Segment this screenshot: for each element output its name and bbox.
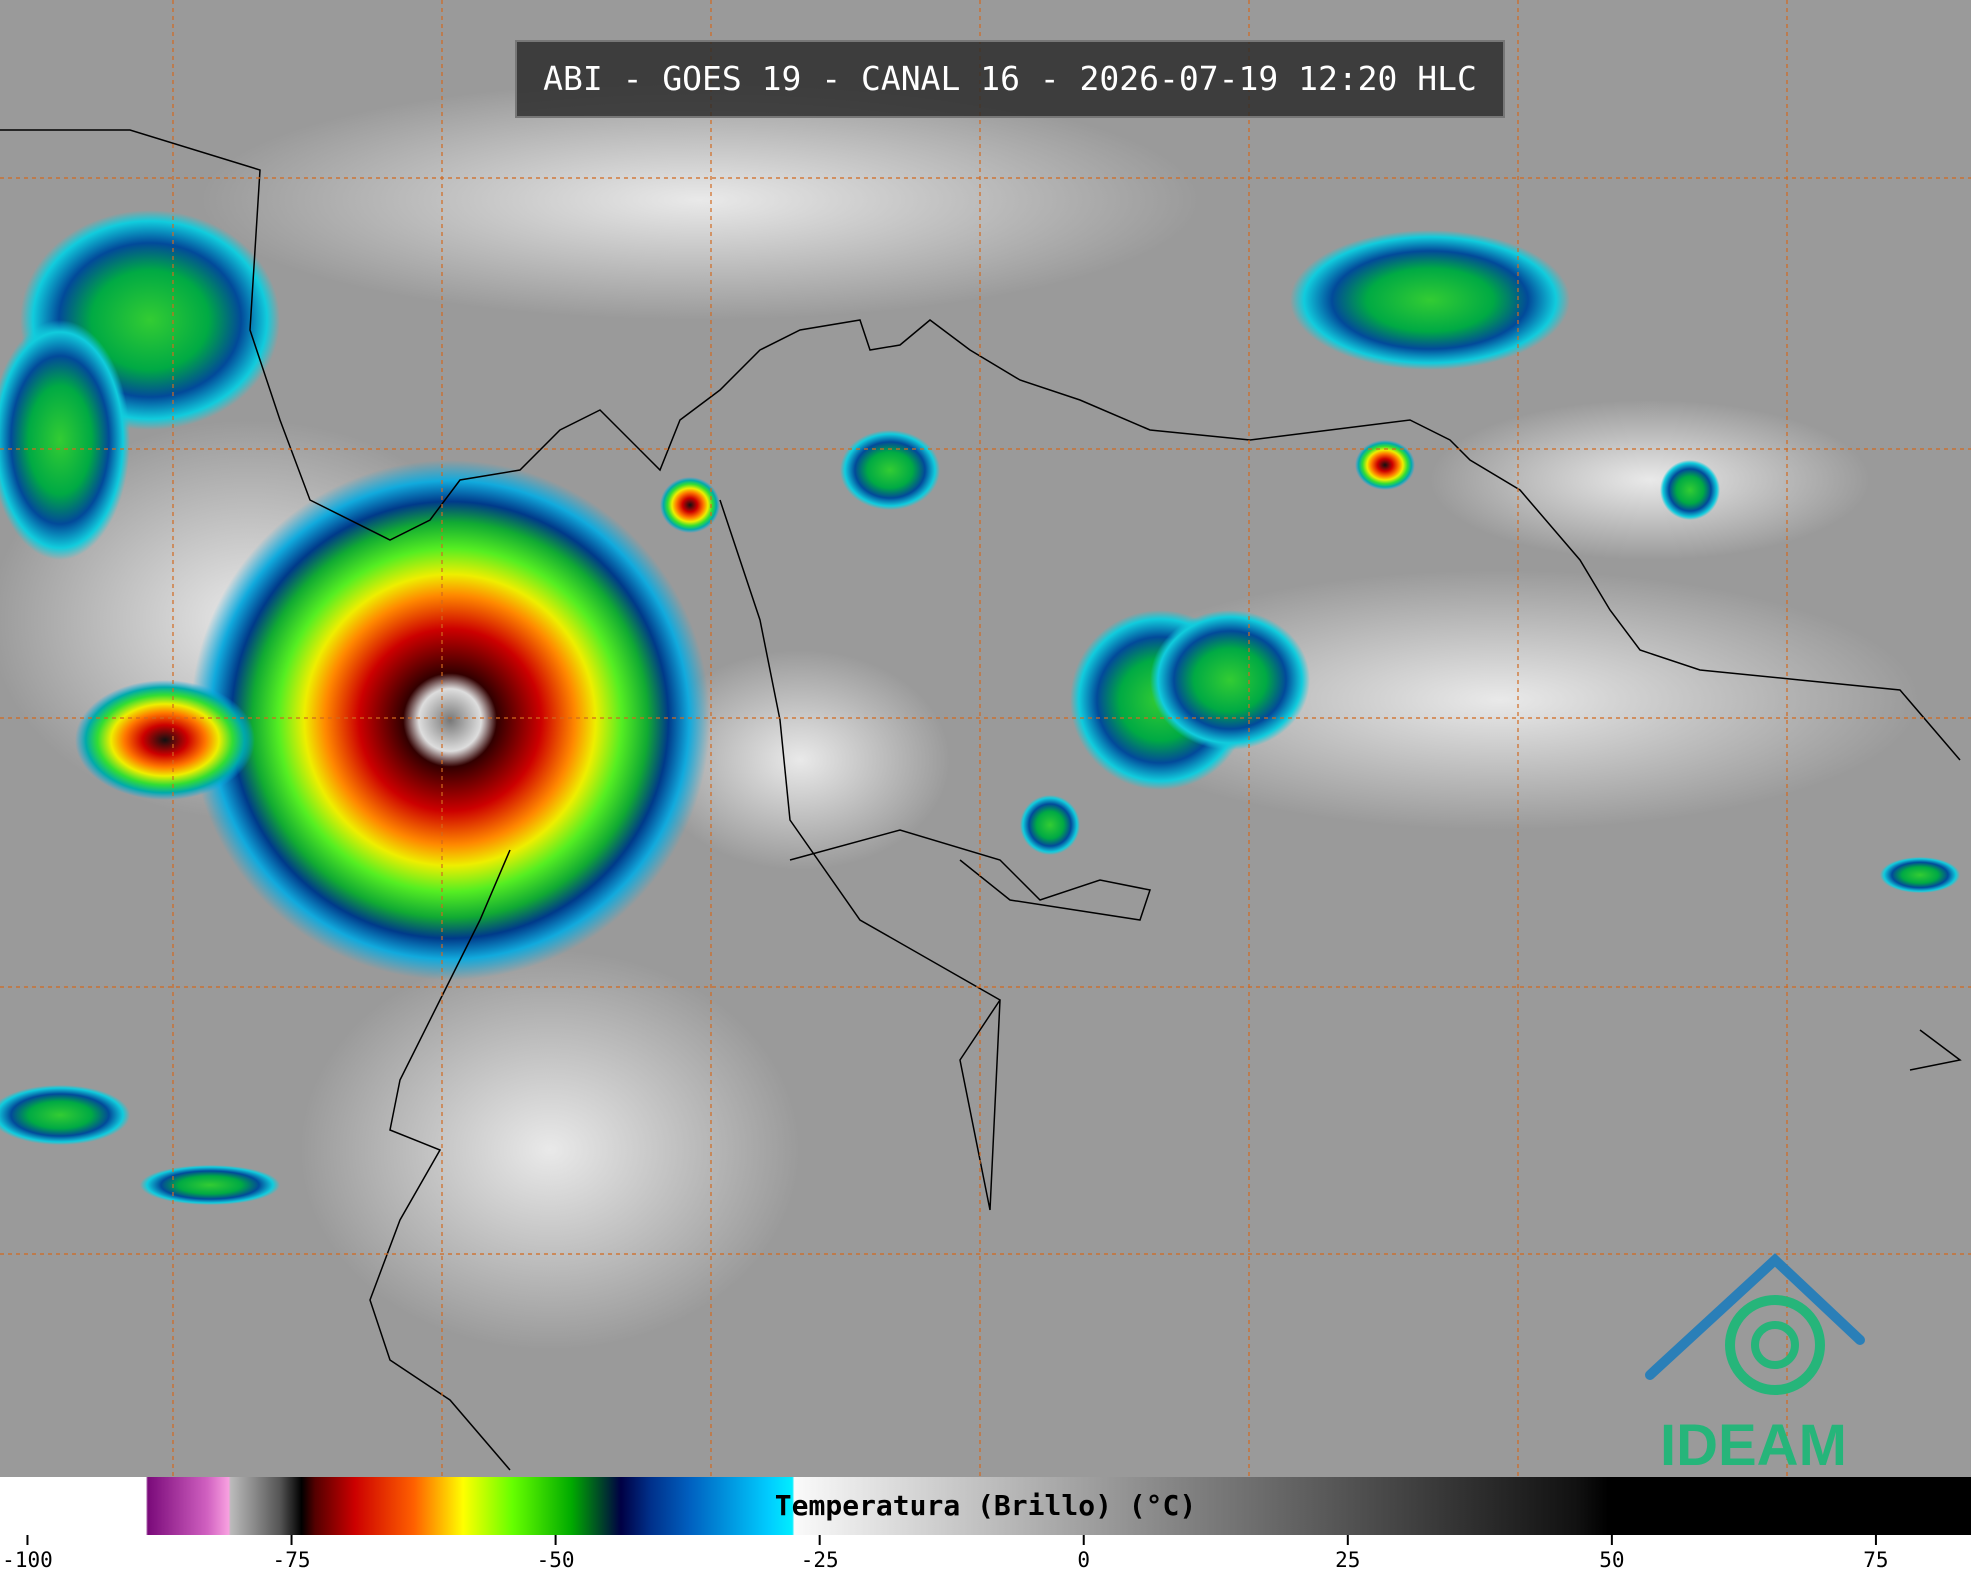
tick-label: -50 (537, 1548, 575, 1572)
tick-label: -100 (2, 1548, 53, 1572)
title: ABI - GOES 19 - CANAL 16 - 2026-07-19 12… (515, 40, 1505, 118)
tick-label: -75 (273, 1548, 311, 1572)
colorbar (0, 1477, 1971, 1535)
colorbar-ticks: -100 -75 -50 -25 0 25 50 75 (2, 1535, 1889, 1572)
tick-label: -25 (801, 1548, 839, 1572)
logo-text: IDEAM (1660, 1413, 1847, 1478)
tick-label: 0 (1077, 1548, 1090, 1572)
tick-label: 50 (1599, 1548, 1624, 1572)
colorbar-label: Temperatura (Brillo) (°C) (774, 1489, 1197, 1522)
tick-label: 25 (1335, 1548, 1360, 1572)
satellite-map (0, 0, 1971, 1477)
tick-area (0, 1535, 1971, 1577)
graticule (0, 0, 1971, 1477)
tick-label: 75 (1863, 1548, 1888, 1572)
convective-cells (0, 210, 1960, 1205)
logo-mark (1645, 1253, 1865, 1395)
